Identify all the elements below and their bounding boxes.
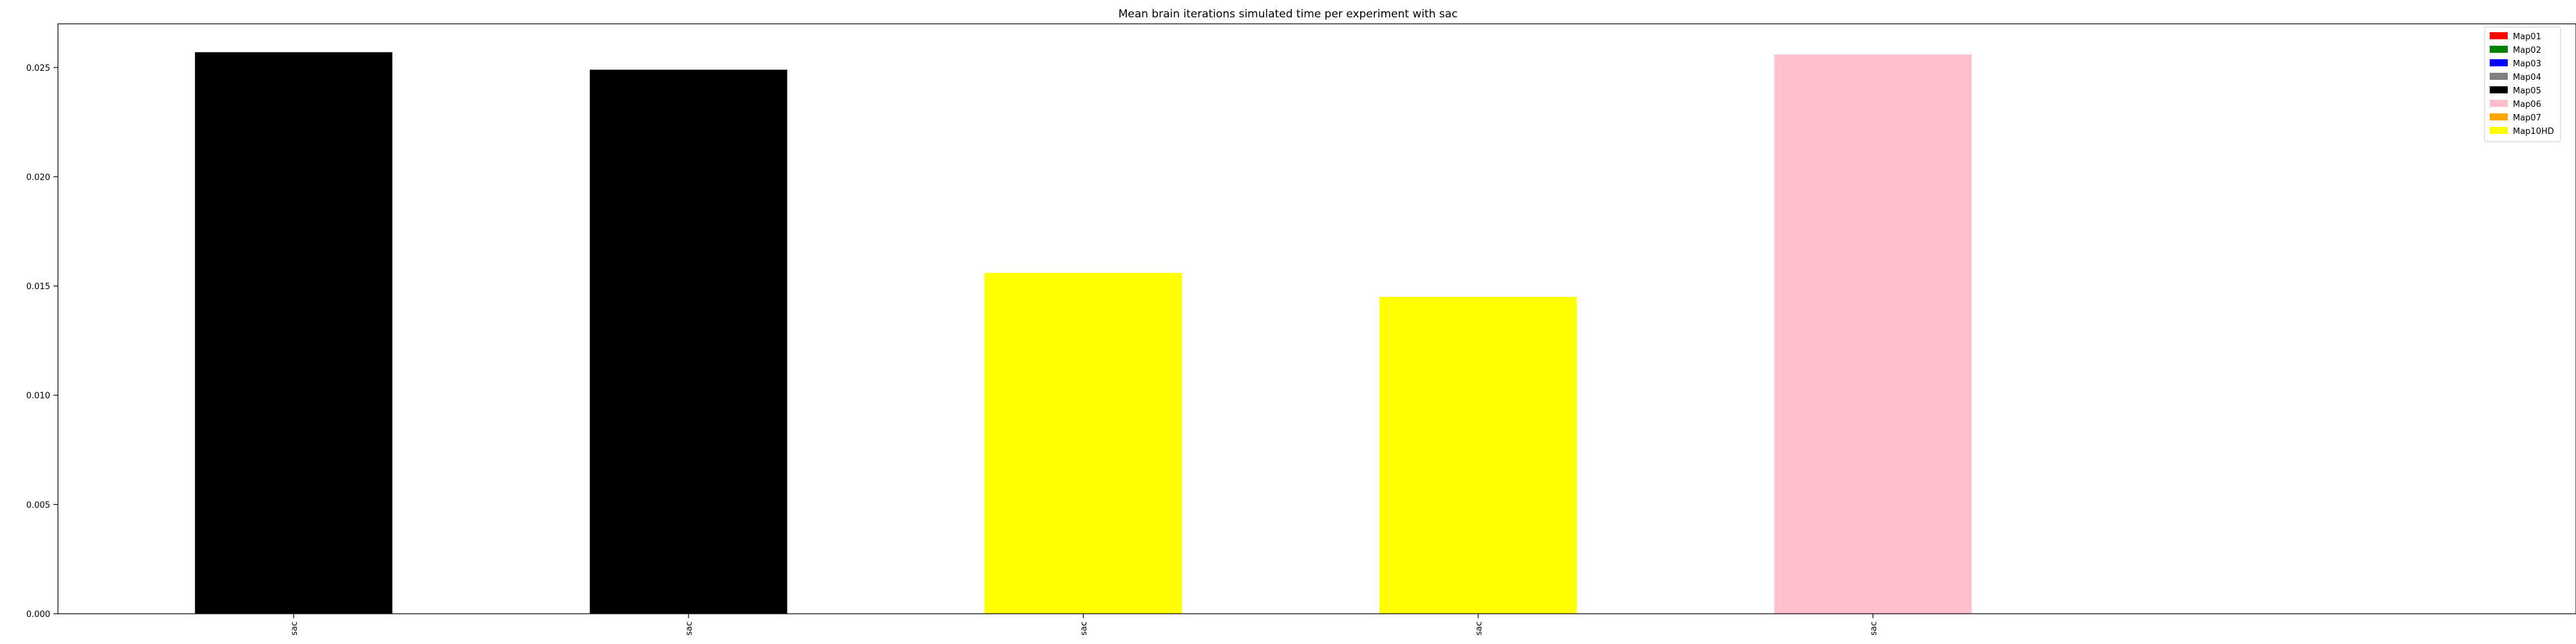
- legend-swatch: [2490, 46, 2508, 53]
- legend-label: Map06: [2513, 100, 2541, 109]
- y-tick-label: 0.005: [26, 500, 50, 510]
- x-tick-label: sac: [1869, 621, 1879, 636]
- x-tick-label: sac: [685, 621, 694, 636]
- legend-swatch: [2490, 113, 2508, 120]
- legend-label: Map05: [2513, 86, 2541, 96]
- y-tick-label: 0.020: [26, 173, 50, 182]
- legend-label: Map04: [2513, 73, 2541, 82]
- legend-label: Map03: [2513, 59, 2541, 69]
- y-axis: 0.000 0.005 0.010 0.015 0.020 0.025: [26, 64, 58, 620]
- x-tick-label: sac: [1474, 621, 1484, 636]
- legend-swatch: [2490, 86, 2508, 93]
- legend-swatch: [2490, 32, 2508, 39]
- bars-group: [194, 52, 1972, 614]
- legend-label: Map10HD: [2513, 127, 2554, 137]
- x-tick-label: sac: [290, 621, 299, 636]
- y-tick-label: 0.010: [26, 392, 50, 401]
- legend-swatch: [2490, 73, 2508, 80]
- y-tick-label: 0.000: [26, 610, 50, 620]
- y-tick-label: 0.015: [26, 282, 50, 292]
- chart-title: Mean brain iterations simulated time per…: [1119, 8, 1458, 21]
- legend-label: Map07: [2513, 113, 2541, 123]
- x-tick-label: sac: [1079, 621, 1089, 636]
- legend-swatch: [2490, 100, 2508, 107]
- legend-swatch: [2490, 127, 2508, 134]
- bar-2: [589, 70, 788, 614]
- bar-1: [194, 52, 393, 614]
- plot-frame: [57, 23, 2576, 614]
- legend: Map01 Map02 Map03 Map04 Map05 Map06 Map07 Map10…: [2484, 26, 2561, 142]
- bar-5: [1774, 54, 1972, 614]
- bar-4: [1379, 297, 1577, 614]
- legend-label: Map01: [2513, 32, 2541, 42]
- bar-3: [984, 272, 1182, 614]
- legend-label: Map02: [2513, 46, 2541, 55]
- legend-box: [2484, 26, 2561, 142]
- y-tick-label: 0.025: [26, 64, 50, 73]
- x-axis: sac sac sac sac sac: [290, 614, 1879, 636]
- legend-swatch: [2490, 59, 2508, 66]
